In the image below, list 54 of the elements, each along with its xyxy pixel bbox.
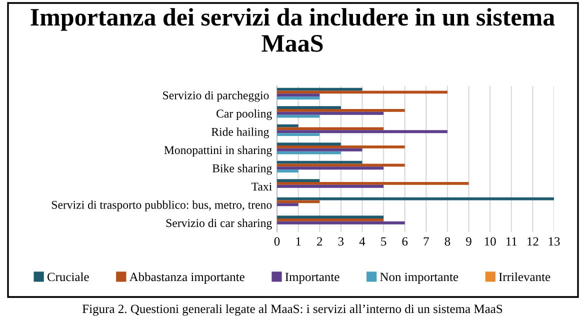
bar: [277, 182, 469, 185]
bar: [277, 106, 341, 109]
legend-label: Importante: [285, 272, 340, 284]
x-tick-label: 8: [444, 237, 450, 246]
y-tick-label: Monopattini in sharing: [164, 146, 272, 157]
y-tick-label: Ride hailing: [211, 128, 269, 138]
x-tick-label: 1: [296, 237, 301, 246]
x-tick-label: 11: [506, 237, 517, 246]
legend-label: Abbastanza importante: [129, 272, 244, 284]
legend-label: Irrilevante: [498, 272, 550, 282]
y-tick-label: Servizi di trasporto pubblico: bus, metro, treno: [52, 200, 272, 212]
x-tick-label: 9: [466, 237, 472, 246]
y-tick-label: Bike sharing: [212, 164, 272, 175]
x-tick-label: 3: [338, 237, 344, 246]
legend-label: Cruciale: [47, 272, 89, 282]
x-tick-label: 4: [359, 237, 366, 246]
bar: [277, 216, 384, 218]
bar: [277, 203, 298, 206]
bar: [277, 145, 405, 148]
bar: [277, 130, 448, 134]
bar: [277, 221, 405, 224]
bar: [277, 108, 405, 112]
x-tick-label: 5: [381, 237, 386, 246]
x-tick-label: 2: [317, 237, 322, 246]
y-tick-label: Servizio di parcheggio: [163, 91, 269, 102]
x-tick-label: 13: [548, 237, 560, 246]
x-tick-label: 12: [528, 237, 538, 246]
bar: [277, 90, 448, 94]
bar: [277, 133, 320, 136]
legend-label: Non importante: [380, 272, 458, 284]
bar: [277, 218, 384, 222]
bar: [277, 179, 320, 182]
text: Figura 2. Questioni generali legate al MaaS: i servizi all’interno di un sistema MaaS: [82, 304, 502, 316]
x-tick-label: 7: [424, 237, 429, 246]
x-tick-label: 10: [484, 237, 496, 246]
bar: [277, 184, 384, 188]
x-tick-label: 6: [402, 237, 408, 246]
chart-title: Importanza dei servizi da includere in un sistema MaaS: [30, 8, 555, 52]
bar: [277, 200, 320, 204]
bar: [277, 166, 384, 170]
bar: [277, 96, 320, 100]
y-tick-label: Car pooling: [216, 109, 272, 120]
y-tick-label: Taxi: [252, 182, 272, 191]
x-tick-label: 0: [274, 237, 280, 246]
bar: [277, 148, 362, 152]
bar: [277, 114, 320, 118]
bar: [277, 170, 298, 173]
bar: [277, 112, 384, 115]
bar: [277, 142, 341, 146]
bar: [277, 164, 405, 167]
bar: [277, 94, 320, 97]
bar: [277, 151, 341, 154]
y-tick-label: Servizio di car sharing: [166, 218, 272, 230]
bar: [277, 127, 384, 130]
